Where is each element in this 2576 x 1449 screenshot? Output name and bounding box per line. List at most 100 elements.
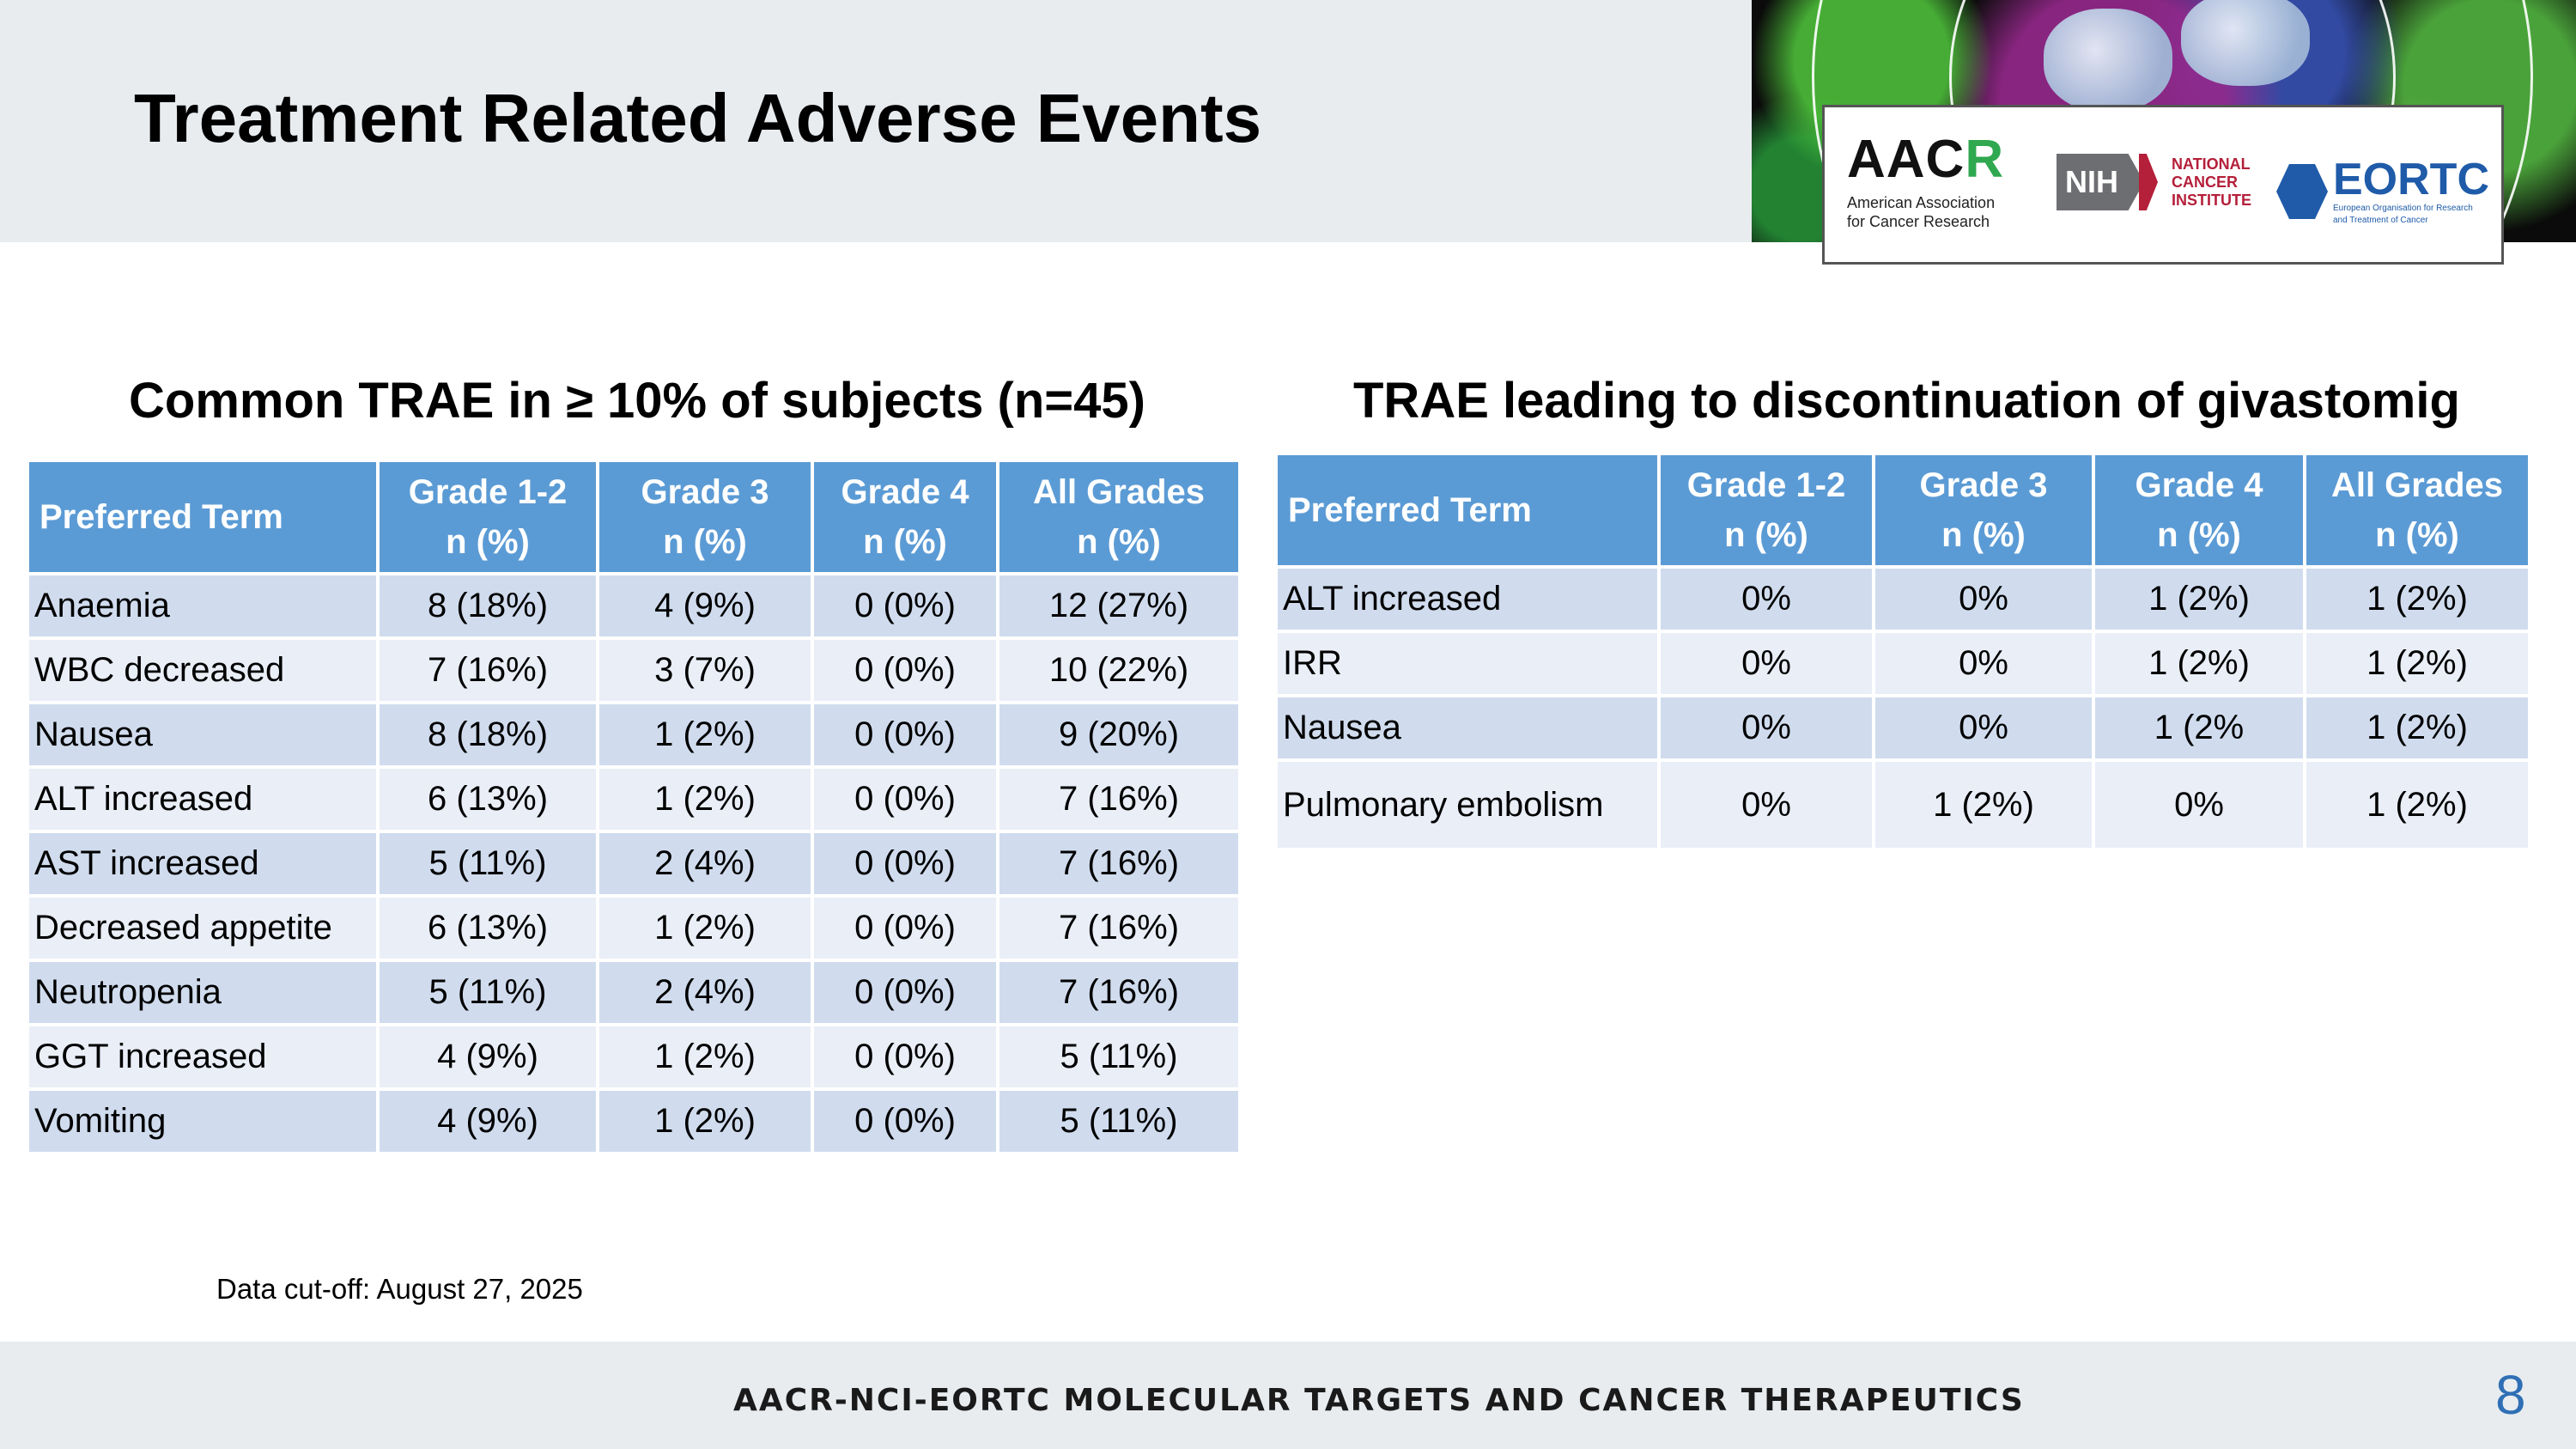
preferred-term-cell: Decreased appetite (29, 898, 376, 959)
title-band (0, 0, 1752, 242)
column-header: Preferred Term (1278, 455, 1657, 565)
count-cell: 0% (1875, 569, 2092, 630)
count-cell: 7 (16%) (380, 640, 596, 701)
aacr-logo: AACR American Association for Cancer Res… (1847, 130, 2005, 231)
count-cell: 0% (1661, 633, 1872, 694)
table-row: ALT increased 6 (13%) 1 (2%) 0 (0%) 7 (16%) (29, 769, 1238, 830)
table-row: Nausea 8 (18%) 1 (2%) 0 (0%) 9 (20%) (29, 704, 1238, 765)
count-cell: 0 (0%) (814, 640, 996, 701)
count-cell: 1 (2%) (2306, 633, 2528, 694)
count-cell: 1 (2%) (2306, 697, 2528, 758)
count-cell: 0% (1875, 633, 2092, 694)
count-cell: 0 (0%) (814, 1091, 996, 1152)
preferred-term-cell: ALT increased (1278, 569, 1657, 630)
count-cell: 6 (13%) (380, 769, 596, 830)
eortc-hexagon-icon (2276, 164, 2328, 219)
count-cell: 1 (2%) (2095, 569, 2303, 630)
column-header: All Grades n (%) (2306, 455, 2528, 565)
table1-title: Common TRAE in ≥ 10% of subjects (n=45) (129, 373, 1145, 429)
count-cell: 3 (7%) (599, 640, 811, 701)
count-cell: 0 (0%) (814, 962, 996, 1023)
preferred-term-cell: AST increased (29, 833, 376, 894)
preferred-term-cell: Nausea (1278, 697, 1657, 758)
count-cell: 0% (2095, 762, 2303, 848)
count-cell: 0 (0%) (814, 1026, 996, 1087)
count-cell: 1 (2%) (599, 769, 811, 830)
count-cell: 0 (0%) (814, 833, 996, 894)
preferred-term-cell: Pulmonary embolism (1278, 762, 1657, 848)
table-row: Pulmonary embolism 0% 1 (2%) 0% 1 (2%) (1278, 762, 2528, 848)
count-cell: 1 (2%) (599, 1091, 811, 1152)
sponsor-logos: AACR American Association for Cancer Res… (1822, 105, 2504, 265)
count-cell: 4 (9%) (380, 1026, 596, 1087)
table-row: AST increased 5 (11%) 2 (4%) 0 (0%) 7 (16%) (29, 833, 1238, 894)
table-row: IRR 0% 0% 1 (2%) 1 (2%) (1278, 633, 2528, 694)
count-cell: 1 (2%) (599, 704, 811, 765)
conference-name: AACR-NCI-EORTC MOLECULAR TARGETS AND CAN… (733, 1383, 2025, 1418)
count-cell: 2 (4%) (599, 833, 811, 894)
count-cell: 5 (11%) (380, 962, 596, 1023)
count-cell: 1 (2%) (599, 898, 811, 959)
count-cell: 0% (1875, 697, 2092, 758)
count-cell: 8 (18%) (380, 575, 596, 636)
footer: AACR-NCI-EORTC MOLECULAR TARGETS AND CAN… (0, 1342, 2576, 1449)
count-cell: 1 (2%) (1875, 762, 2092, 848)
count-cell: 2 (4%) (599, 962, 811, 1023)
preferred-term-cell: Neutropenia (29, 962, 376, 1023)
count-cell: 9 (20%) (999, 704, 1238, 765)
count-cell: 1 (2%) (599, 1026, 811, 1087)
eortc-logo: EORTC European Organisation for Research… (2276, 157, 2489, 226)
column-header: Grade 1-2 n (%) (1661, 455, 1872, 565)
count-cell: 0 (0%) (814, 704, 996, 765)
data-cutoff-note: Data cut-off: August 27, 2025 (216, 1273, 583, 1305)
nih-arrow-icon (2139, 154, 2158, 210)
count-cell: 6 (13%) (380, 898, 596, 959)
preferred-term-cell: Anaemia (29, 575, 376, 636)
table-row: Decreased appetite 6 (13%) 1 (2%) 0 (0%) 7 (… (29, 898, 1238, 959)
table-row: Neutropenia 5 (11%) 2 (4%) 0 (0%) 7 (16%) (29, 962, 1238, 1023)
count-cell: 5 (11%) (999, 1026, 1238, 1087)
table-row: ALT increased 0% 0% 1 (2%) 1 (2%) (1278, 569, 2528, 630)
table-row: Nausea 0% 0% 1 (2% 1 (2%) (1278, 697, 2528, 758)
count-cell: 0% (1661, 569, 1872, 630)
preferred-term-cell: WBC decreased (29, 640, 376, 701)
count-cell: 1 (2%) (2095, 633, 2303, 694)
table-row: GGT increased 4 (9%) 1 (2%) 0 (0%) 5 (11%) (29, 1026, 1238, 1087)
count-cell: 5 (11%) (380, 833, 596, 894)
count-cell: 0% (1661, 762, 1872, 848)
table-row: Vomiting 4 (9%) 1 (2%) 0 (0%) 5 (11%) (29, 1091, 1238, 1152)
count-cell: 0 (0%) (814, 575, 996, 636)
column-header: All Grades n (%) (999, 462, 1238, 572)
count-cell: 7 (16%) (999, 769, 1238, 830)
protein-structure-image (2044, 9, 2172, 112)
preferred-term-cell: Nausea (29, 704, 376, 765)
count-cell: 8 (18%) (380, 704, 596, 765)
protein-structure-image (2181, 0, 2310, 86)
table2-title: TRAE leading to discontinuation of givas… (1353, 373, 2460, 429)
count-cell: 4 (9%) (599, 575, 811, 636)
count-cell: 0 (0%) (814, 769, 996, 830)
count-cell: 1 (2% (2095, 697, 2303, 758)
count-cell: 5 (11%) (999, 1091, 1238, 1152)
preferred-term-cell: IRR (1278, 633, 1657, 694)
column-header: Preferred Term (29, 462, 376, 572)
preferred-term-cell: GGT increased (29, 1026, 376, 1087)
count-cell: 7 (16%) (999, 833, 1238, 894)
preferred-term-cell: ALT increased (29, 769, 376, 830)
nih-logo: NIH NATIONAL CANCER INSTITUTE (2057, 152, 2251, 212)
count-cell: 12 (27%) (999, 575, 1238, 636)
count-cell: 7 (16%) (999, 962, 1238, 1023)
count-cell: 1 (2%) (2306, 569, 2528, 630)
page-number: 8 (2495, 1364, 2526, 1426)
table-row: Anaemia 8 (18%) 4 (9%) 0 (0%) 12 (27%) (29, 575, 1238, 636)
slide-title: Treatment Related Adverse Events (134, 80, 1262, 156)
count-cell: 10 (22%) (999, 640, 1238, 701)
preferred-term-cell: Vomiting (29, 1091, 376, 1152)
count-cell: 4 (9%) (380, 1091, 596, 1152)
count-cell: 0% (1661, 697, 1872, 758)
